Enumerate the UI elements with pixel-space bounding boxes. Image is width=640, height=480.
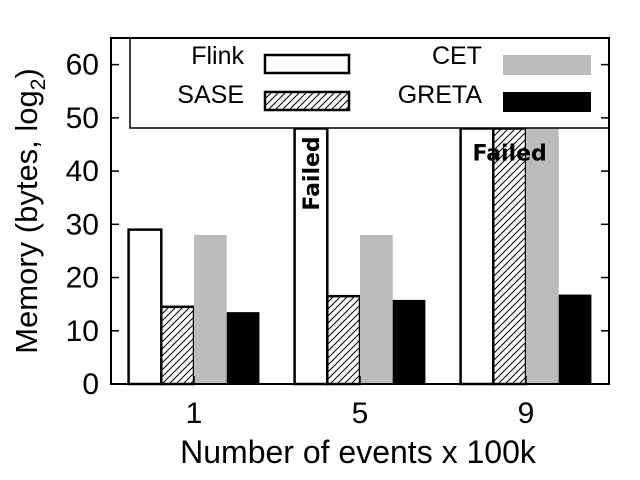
bar-sase-1 [160,305,196,386]
y-tick-label: 60 [66,49,99,82]
y-tick-label: 40 [66,155,99,188]
bar-greta-5 [392,299,426,384]
legend: Flink SASE CET GRETA [129,37,610,129]
x-axis: 1 5 9 [186,376,535,430]
annotations-layer: Failed Failed [300,136,547,210]
legend-swatch-flink [263,53,351,75]
y-tick-label: 10 [66,315,99,348]
x-tick-label: 1 [186,397,203,430]
bar-greta-1 [226,312,260,384]
legend-label-flink: Flink [191,42,244,70]
annotation-failed: Failed [300,136,325,210]
y-axis-label-sub: 2 [27,79,50,91]
y-axis-label: Memory (bytes, log2) [9,68,50,354]
bar-sase-5 [326,294,362,386]
legend-label-greta: GRETA [398,81,483,109]
y-axis: 0 10 20 30 40 50 60 [66,49,609,401]
y-tick-label: 30 [66,208,99,241]
bar-greta-9 [558,294,592,384]
legend-label-cet: CET [432,42,482,70]
y-tick-label: 50 [66,102,99,135]
legend-swatch-greta [503,92,591,112]
bars-layer [127,127,592,386]
legend-label-sase: SASE [177,81,244,109]
y-axis-label-main: Memory (bytes, log [9,90,44,354]
bar-sase-9 [492,127,528,386]
y-tick-label: 0 [82,368,99,401]
y-axis-label-close: ) [9,68,44,78]
x-tick-label: 5 [352,397,369,430]
annotation-failed: Failed [472,141,546,166]
legend-swatch-sase [263,90,351,112]
bar-flink-1 [127,228,163,386]
x-tick-label: 9 [518,397,535,430]
bar-cet-5 [360,234,393,384]
bar-cet-1 [194,234,227,384]
bar-cet-9 [526,128,559,384]
y-tick-label: 20 [66,262,99,295]
x-axis-label: Number of events x 100k [180,434,537,470]
legend-box [129,37,610,129]
bar-flink-9 [459,127,495,386]
legend-swatch-cet [503,55,591,75]
